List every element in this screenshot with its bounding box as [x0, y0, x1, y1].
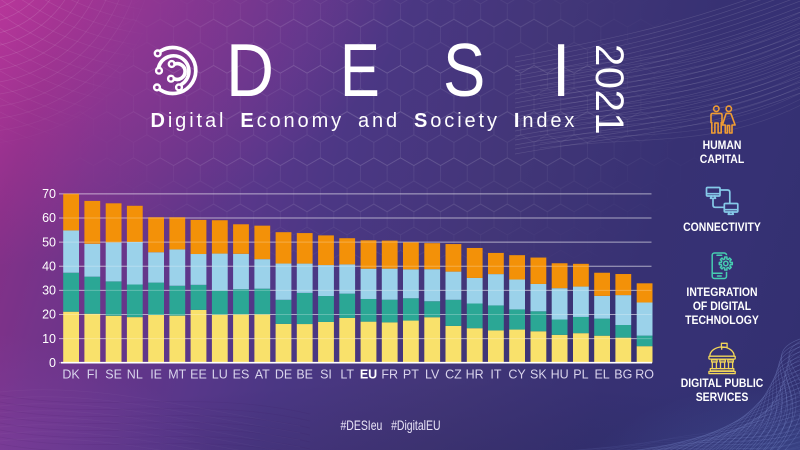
svg-text:FI: FI: [87, 368, 98, 382]
svg-text:MT: MT: [168, 368, 186, 382]
svg-text:PL: PL: [573, 368, 588, 382]
svg-text:HU: HU: [551, 368, 569, 382]
svg-text:20: 20: [42, 308, 56, 322]
svg-text:SE: SE: [105, 368, 122, 382]
svg-text:10: 10: [42, 332, 56, 346]
svg-text:EE: EE: [190, 368, 207, 382]
svg-text:60: 60: [42, 211, 56, 225]
svg-text:70: 70: [42, 187, 56, 201]
svg-text:LU: LU: [212, 368, 228, 382]
svg-text:ES: ES: [233, 368, 250, 382]
svg-text:40: 40: [42, 260, 56, 274]
svg-text:EU: EU: [360, 368, 377, 382]
svg-text:SK: SK: [530, 368, 547, 382]
svg-text:RO: RO: [635, 368, 654, 382]
svg-text:AT: AT: [255, 368, 270, 382]
svg-text:BE: BE: [296, 368, 313, 382]
svg-text:PT: PT: [403, 368, 419, 382]
svg-text:HR: HR: [466, 368, 484, 382]
svg-text:FR: FR: [381, 368, 398, 382]
svg-text:EL: EL: [594, 368, 609, 382]
svg-text:DK: DK: [62, 368, 80, 382]
svg-text:IE: IE: [150, 368, 162, 382]
svg-text:50: 50: [42, 235, 56, 249]
svg-text:LV: LV: [425, 368, 440, 382]
svg-text:CZ: CZ: [445, 368, 462, 382]
svg-text:BG: BG: [614, 368, 632, 382]
svg-text:IT: IT: [490, 368, 501, 382]
svg-text:SI: SI: [320, 368, 332, 382]
svg-text:NL: NL: [127, 368, 143, 382]
svg-text:DE: DE: [275, 368, 292, 382]
svg-text:CY: CY: [508, 368, 526, 382]
svg-text:30: 30: [42, 284, 56, 298]
svg-text:LT: LT: [340, 368, 354, 382]
svg-text:0: 0: [49, 356, 56, 370]
